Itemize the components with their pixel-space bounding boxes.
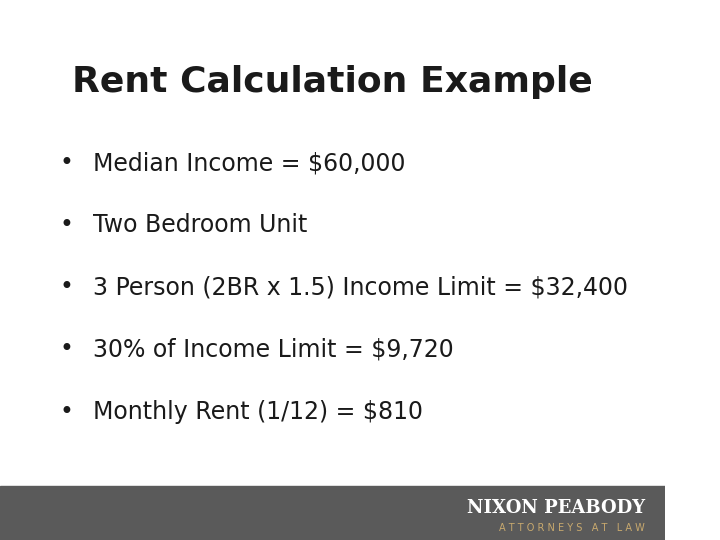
Text: NIXON PEABODY: NIXON PEABODY	[467, 498, 645, 517]
Text: •: •	[60, 151, 73, 175]
Text: 3 Person (2BR x 1.5) Income Limit = $32,400: 3 Person (2BR x 1.5) Income Limit = $32,…	[93, 275, 628, 299]
Text: Monthly Rent (1/12) = $810: Monthly Rent (1/12) = $810	[93, 400, 423, 423]
Text: 30% of Income Limit = $9,720: 30% of Income Limit = $9,720	[93, 338, 454, 361]
Text: •: •	[60, 400, 73, 423]
Text: •: •	[60, 338, 73, 361]
Text: Median Income = $60,000: Median Income = $60,000	[93, 151, 405, 175]
Text: Two Bedroom Unit: Two Bedroom Unit	[93, 213, 307, 237]
Text: Rent Calculation Example: Rent Calculation Example	[72, 65, 593, 99]
Bar	[0, 486, 665, 540]
Text: •: •	[60, 213, 73, 237]
Text: •: •	[60, 275, 73, 299]
Text: A T T O R N E Y S   A T   L A W: A T T O R N E Y S A T L A W	[499, 523, 645, 533]
